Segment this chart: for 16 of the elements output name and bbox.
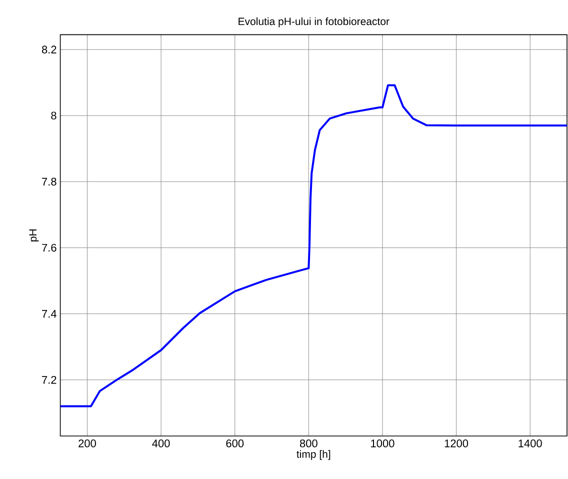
x-axis-title: timp [h] bbox=[296, 450, 330, 460]
x-tick-label: 200 bbox=[78, 440, 96, 448]
y-tick-label: 7.4 bbox=[42, 310, 56, 318]
chart-title: Evolutia pH-ului in fotobioreactor bbox=[238, 17, 390, 28]
y-tick-label: 7.2 bbox=[42, 376, 56, 384]
y-tick-label: 7.6 bbox=[42, 244, 56, 252]
x-tick-label: 1000 bbox=[371, 440, 394, 448]
x-tick-label: 600 bbox=[226, 440, 244, 448]
y-tick-label: 8.2 bbox=[42, 46, 56, 54]
y-tick-label: 7.8 bbox=[42, 178, 56, 186]
y-tick-label: 8 bbox=[51, 112, 56, 120]
x-tick-label: 800 bbox=[300, 440, 318, 448]
x-tick-label: 400 bbox=[152, 440, 170, 448]
x-tick-label: 1400 bbox=[518, 440, 542, 448]
x-tick-label: 1200 bbox=[444, 440, 468, 448]
y-axis-title: pH bbox=[29, 229, 39, 242]
